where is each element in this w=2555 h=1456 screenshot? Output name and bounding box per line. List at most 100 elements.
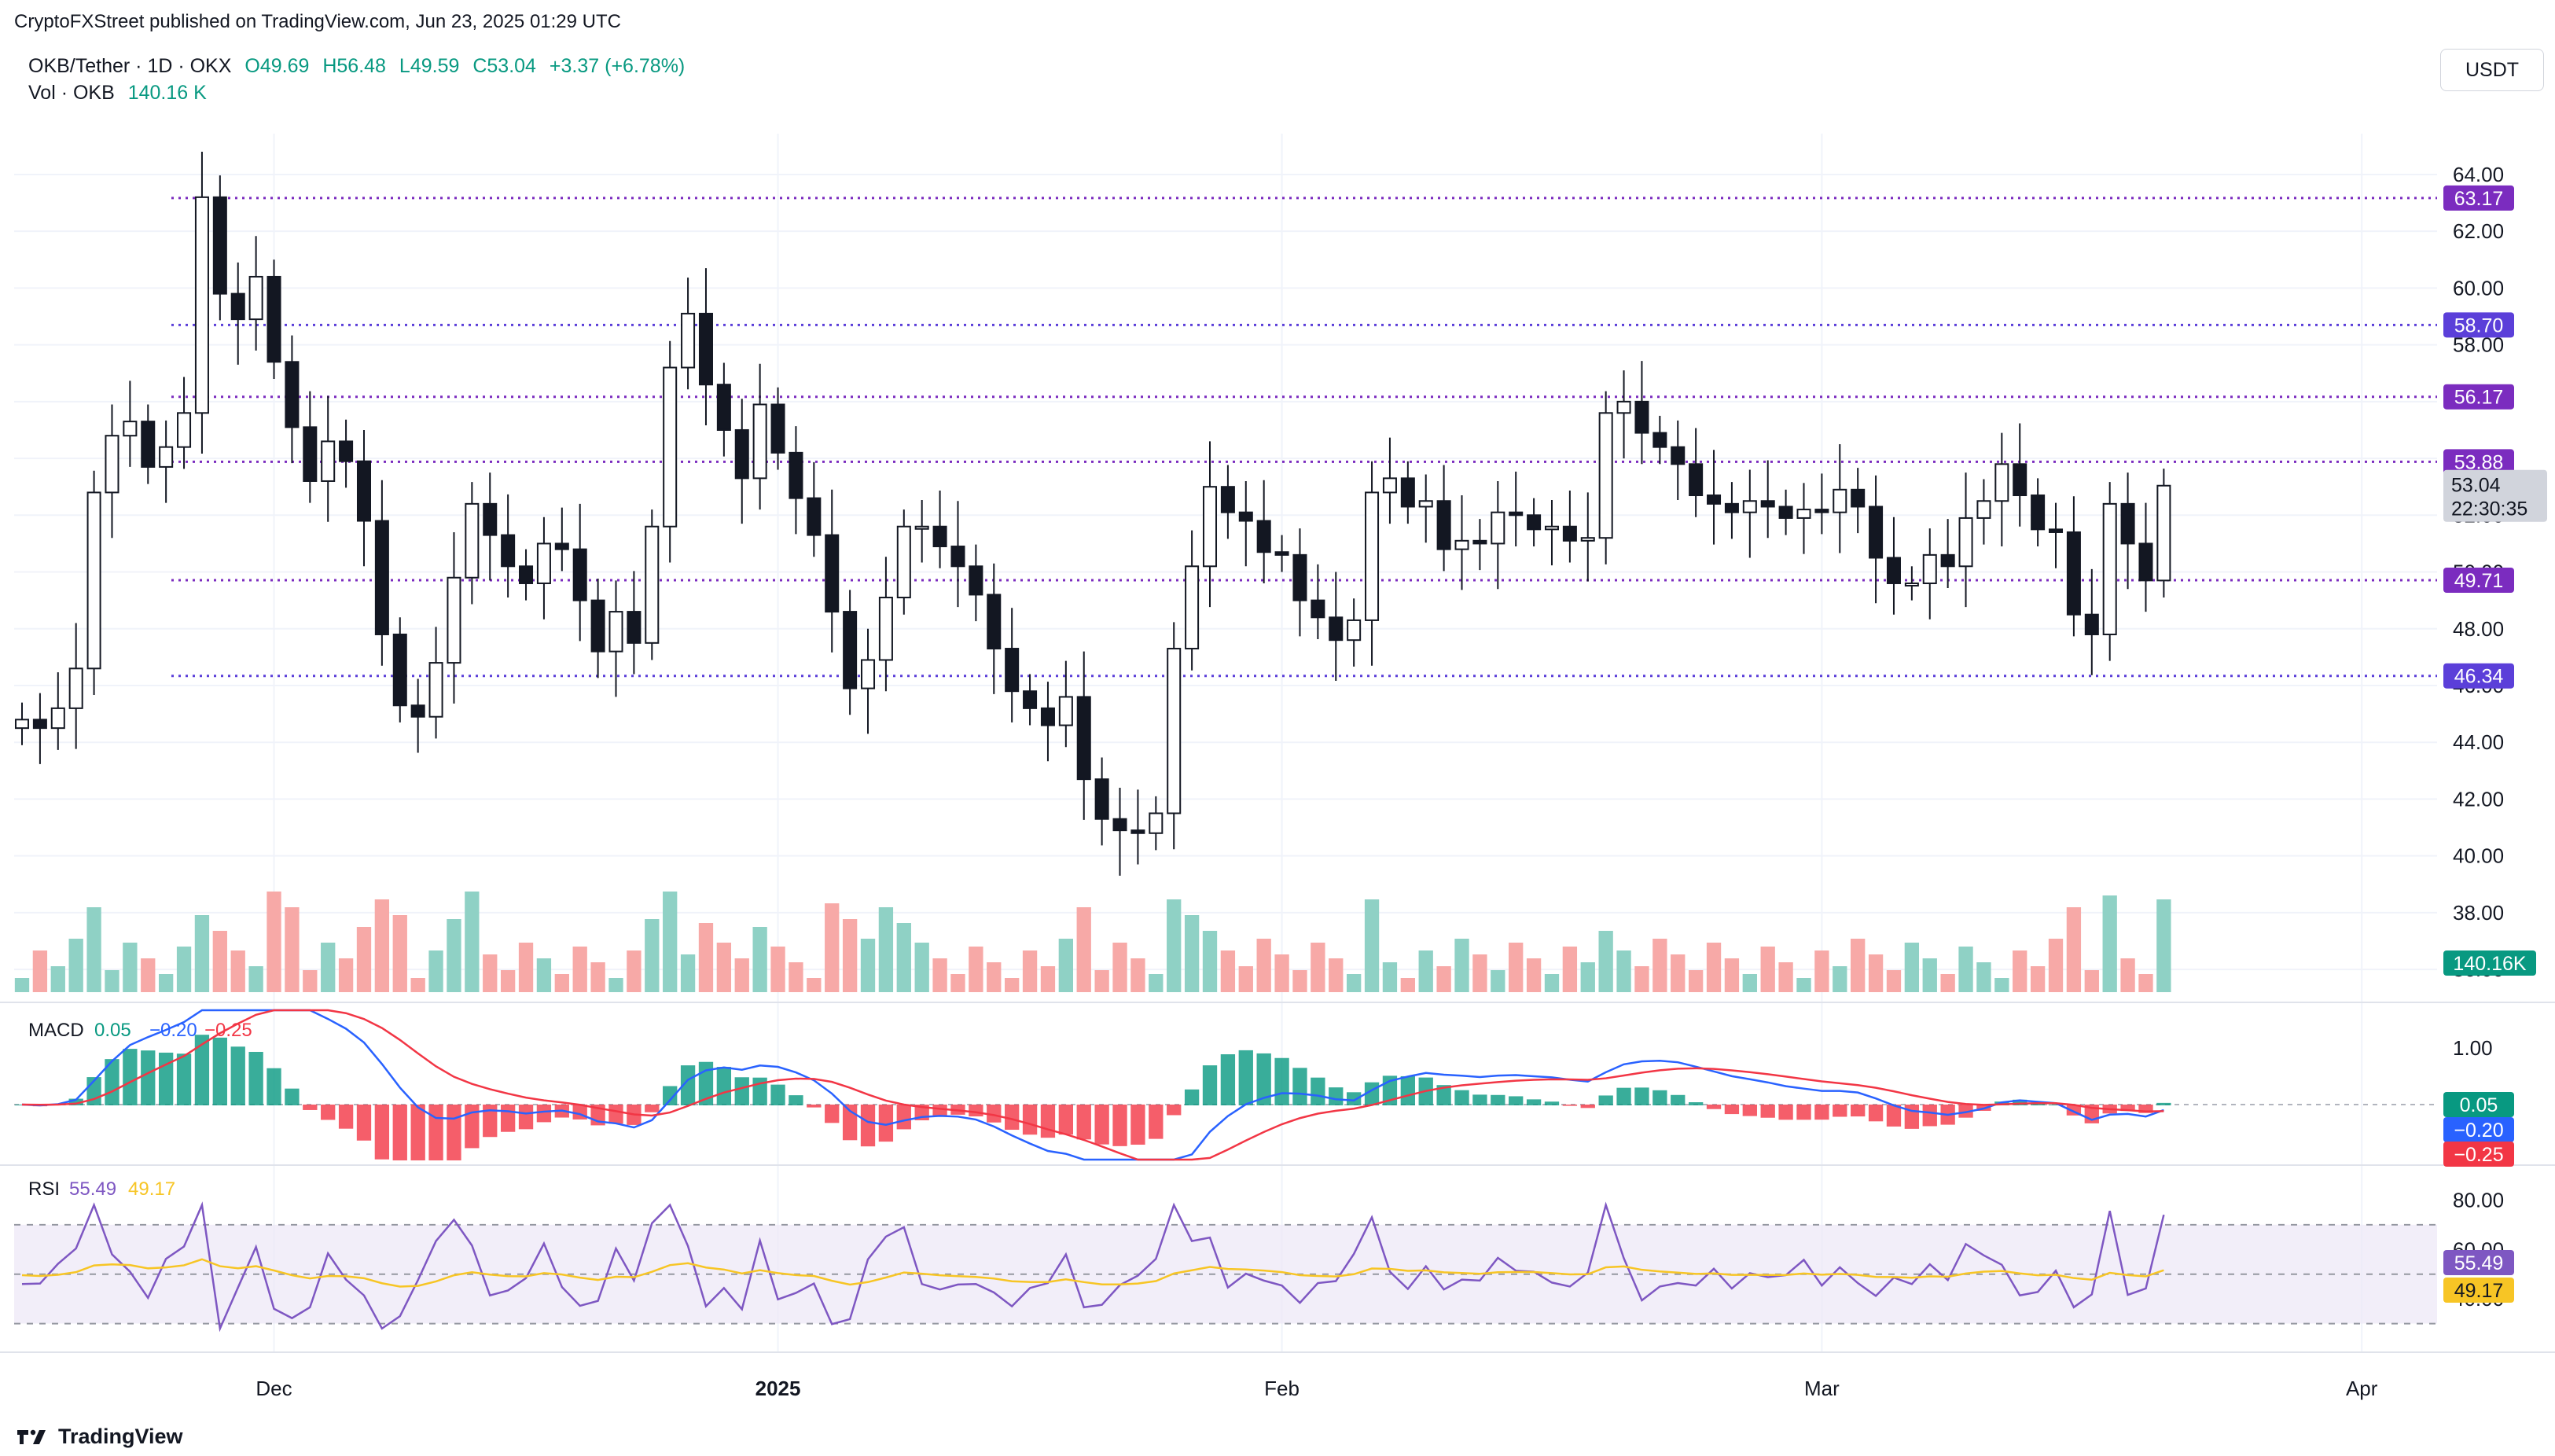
candle-body xyxy=(1167,648,1182,814)
volume-bar xyxy=(770,947,785,992)
volume-bar xyxy=(2030,966,2046,992)
candle-body xyxy=(645,525,660,644)
symbol-title[interactable]: OKB/Tether · 1D · OKX xyxy=(28,55,232,77)
volume-bar xyxy=(68,939,83,992)
candle-body xyxy=(1382,477,1397,494)
candle-body xyxy=(1544,525,1559,531)
macd-histogram-bar xyxy=(1149,1105,1164,1139)
volume-bar xyxy=(2102,895,2117,992)
macd-histogram-bar xyxy=(338,1105,354,1129)
macd-histogram-bar xyxy=(2138,1105,2153,1113)
macd-histogram-bar xyxy=(734,1077,749,1105)
volume-bar xyxy=(500,970,516,992)
macd-histogram-bar xyxy=(1400,1075,1415,1105)
price-tick-label: 38.00 xyxy=(2453,901,2504,925)
candle-body xyxy=(1130,829,1145,834)
volume-legend: Vol · OKB 140.16 K xyxy=(28,82,215,105)
price-axis[interactable]: 64.0062.0060.0058.0056.0054.0052.0050.00… xyxy=(2453,163,2504,1311)
volume-bar xyxy=(356,927,372,992)
macd-histogram-bar xyxy=(2013,1099,2027,1105)
candle-body xyxy=(356,460,371,522)
candle-body xyxy=(14,719,30,730)
candle-body xyxy=(1238,511,1253,522)
volume-bar xyxy=(1256,939,1271,992)
macd-histogram-bar xyxy=(1851,1105,1866,1117)
volume-bar xyxy=(86,907,101,992)
candle-body xyxy=(2013,463,2027,497)
candle-body xyxy=(1742,500,1757,513)
macd-histogram-bar xyxy=(1491,1094,1505,1105)
volume-bar xyxy=(1778,962,1793,992)
candle-body xyxy=(1185,565,1200,650)
macd-histogram-bar xyxy=(141,1050,156,1105)
candle-body xyxy=(987,594,1002,650)
macd-pane: MACD 0.05 −0.20 −0.25 xyxy=(14,1009,2437,1161)
time-axis[interactable]: Dec2025FebMarAprMayJunJul xyxy=(256,1377,2555,1400)
tradingview-brand[interactable]: TradingView xyxy=(16,1425,183,1449)
macd-histogram-bar xyxy=(1005,1105,1020,1131)
candle-body xyxy=(950,546,965,568)
macd-value: −0.20 xyxy=(149,1020,197,1041)
candle-body xyxy=(1598,412,1613,539)
time-tick-label: Dec xyxy=(256,1377,292,1400)
price-labels: 63.17 58.70 56.17 53.88 49.71 46.34 53.0422:30… xyxy=(2443,185,2547,1303)
macd-histogram-bar xyxy=(1472,1094,1487,1105)
candle-body xyxy=(267,275,281,363)
macd-histogram-bar xyxy=(1814,1105,1829,1120)
volume-bar xyxy=(608,978,623,992)
macd-histogram-bar xyxy=(1958,1105,1973,1118)
candle-body xyxy=(627,611,642,644)
candle-body xyxy=(1562,525,1577,542)
rsi-tick-label: 80.00 xyxy=(2453,1188,2504,1211)
volume-bar xyxy=(1472,954,1487,992)
macd-histogram-bar xyxy=(248,1051,263,1105)
currency-button[interactable]: USDT xyxy=(2440,49,2544,91)
macd-histogram-bar xyxy=(1634,1087,1649,1105)
volume-bar xyxy=(32,950,48,992)
candle-body xyxy=(2156,484,2171,582)
macd-histogram-bar xyxy=(2120,1105,2135,1112)
volume-bar xyxy=(1598,931,1613,992)
candle-body xyxy=(2102,502,2117,635)
volume-bar xyxy=(1220,950,1236,992)
macd-histogram-bar xyxy=(1256,1053,1271,1105)
volume-bar xyxy=(285,907,300,992)
candle-body xyxy=(1023,690,1038,709)
volume-bar xyxy=(1688,970,1704,992)
macd-histogram-bar xyxy=(483,1105,498,1138)
macd-value-box xyxy=(2443,1142,2514,1167)
candle-body xyxy=(1707,495,1722,505)
volume-bar xyxy=(590,962,605,992)
volume-bar xyxy=(1382,962,1398,992)
volume-bar xyxy=(1005,978,1020,992)
volume-bar xyxy=(1364,899,1380,992)
time-tick-label: Mar xyxy=(1804,1377,1840,1400)
candle-body xyxy=(1616,400,1631,414)
candle-body xyxy=(698,312,713,386)
macd-value-box xyxy=(2443,1117,2514,1142)
macd-histogram-bar xyxy=(410,1105,425,1160)
volume-legend-label[interactable]: Vol · OKB xyxy=(28,82,115,104)
volume-bar xyxy=(410,978,425,992)
volume-bar xyxy=(1329,958,1344,992)
macd-histogram-bar xyxy=(176,1053,192,1105)
candle-body xyxy=(86,491,101,670)
volume-bar xyxy=(1040,966,1056,992)
macd-histogram-bar xyxy=(878,1105,894,1142)
volume-bar xyxy=(248,966,263,992)
macd-histogram-bar xyxy=(1922,1105,1937,1127)
candle-body xyxy=(1814,509,1829,513)
volume-bar xyxy=(680,954,696,992)
volume-bar xyxy=(1976,962,1991,992)
level-label: 58.70 xyxy=(2454,314,2504,336)
level-label: 63.17 xyxy=(2454,188,2504,210)
volume-bar xyxy=(123,943,138,992)
macd-value: 0.05 xyxy=(94,1020,131,1041)
volume-bar xyxy=(2138,974,2153,992)
macd-histogram-bar xyxy=(1706,1105,1722,1109)
candle-body xyxy=(230,292,245,321)
level-label: 46.34 xyxy=(2454,666,2504,688)
level-label-box xyxy=(2443,384,2514,410)
macd-histogram-bar xyxy=(1022,1105,1038,1135)
